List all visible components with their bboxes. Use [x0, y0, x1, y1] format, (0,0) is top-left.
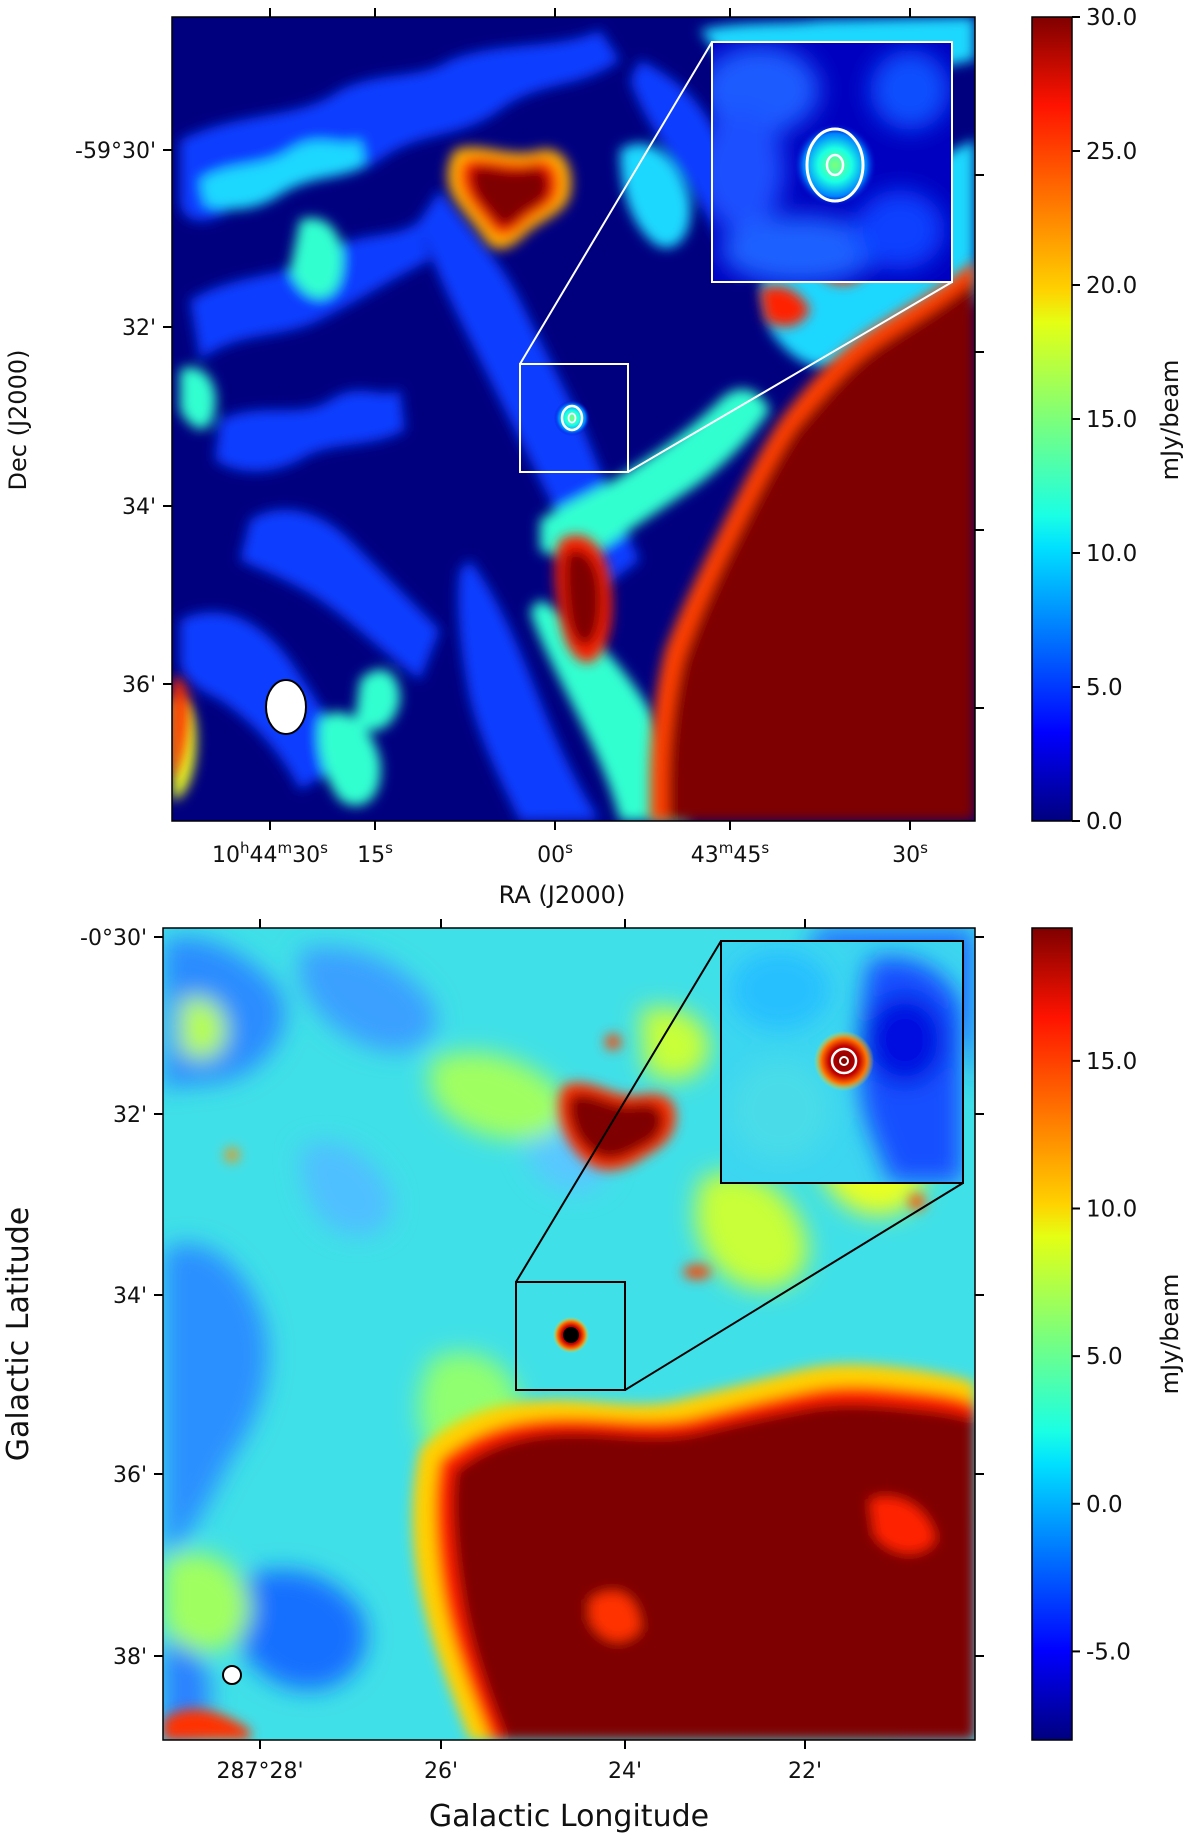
panel-2-y-tick-2: 32' — [113, 1103, 147, 1128]
panel-1-frame — [171, 16, 976, 822]
panel-2-beam-circle — [222, 1665, 242, 1685]
panel-2-y-tick-3: 34' — [113, 1284, 147, 1309]
panel-2-y-tick-4: 36' — [113, 1463, 147, 1488]
panel-1-x-tick-labels: 10h44m30s 15s 00s 43m45s 30s — [212, 839, 928, 868]
panel-2-x-tick-1: 287°28' — [216, 1759, 303, 1784]
panel-2-y-tick-1: -0°30' — [80, 926, 147, 951]
panel-1-x-tick-1: 10h44m30s — [212, 839, 328, 868]
colorbar-tick-label: 5.0 — [1086, 675, 1123, 701]
panel-1-zoom-line-bottom — [627, 281, 953, 473]
panel-2: 287°28' 26' 24' 22' -0°30' 32' 34' 36' 3… — [1, 919, 1184, 1834]
panel-1-x-tick-2: 15s — [357, 839, 393, 868]
panel-1-inset — [711, 41, 953, 283]
panel-1-beam-ellipse — [265, 679, 307, 735]
panel-2-colorbar-ticks: -5.0 0.0 5.0 10.0 15.0 — [1072, 1049, 1137, 1665]
panel-2-ticks — [154, 919, 984, 1749]
panel-2-zoom-box — [515, 1281, 626, 1391]
panel-1-x-tick-3: 00s — [537, 839, 573, 868]
panel-2-frame — [162, 927, 976, 1741]
panel-1-colorbar-label: mJy/beam — [1156, 360, 1184, 481]
colorbar-tick-label: 5.0 — [1086, 1344, 1123, 1370]
panel-1-colorbar: 0.0 5.0 10.0 15.0 20.0 25.0 30.0 mJy/beam — [1031, 5, 1184, 835]
panel-2-x-axis-label: Galactic Longitude — [429, 1799, 709, 1834]
panel-1-ticks — [163, 8, 984, 830]
colorbar-tick-label: -5.0 — [1086, 1639, 1131, 1665]
panel-2-x-tick-3: 24' — [608, 1759, 642, 1784]
panel-1-zoom-box — [519, 363, 629, 473]
panel-2-x-tick-2: 26' — [424, 1759, 458, 1784]
panel-2-zoom-line-top — [515, 940, 722, 1283]
panel-1-y-tick-2: 32' — [122, 316, 156, 341]
colorbar-tick-label: 0.0 — [1086, 809, 1123, 835]
panel-2-x-tick-4: 22' — [788, 1759, 822, 1784]
panel-2-x-tick-labels: 287°28' 26' 24' 22' — [216, 1759, 822, 1784]
panel-2-colorbar: -5.0 0.0 5.0 10.0 15.0 mJy/beam — [1031, 927, 1184, 1741]
panel-1-y-tick-1: -59°30' — [75, 139, 156, 164]
panel-2-colorbar-label: mJy/beam — [1156, 1274, 1184, 1395]
colorbar-tick-label: 15.0 — [1086, 407, 1137, 433]
panel-2-y-axis-label: Galactic Latitude — [1, 1207, 36, 1461]
panel-1-y-tick-4: 36' — [122, 673, 156, 698]
panel-1-x-tick-5: 30s — [892, 839, 928, 868]
panel-2-zoom-line-bottom — [624, 1182, 964, 1391]
colorbar-tick-label: 15.0 — [1086, 1049, 1137, 1075]
colorbar-tick-label: 30.0 — [1086, 5, 1137, 31]
panel-1: 10h44m30s 15s 00s 43m45s 30s -59°30' 32'… — [4, 5, 1184, 909]
panel-2-compact-source — [553, 1317, 589, 1353]
colorbar-tick-label: 20.0 — [1086, 273, 1137, 299]
panel-1-y-tick-3: 34' — [122, 495, 156, 520]
panel-2-inset — [720, 940, 964, 1184]
panel-1-y-axis-label: Dec (J2000) — [4, 350, 32, 491]
panel-2-y-tick-labels: -0°30' 32' 34' 36' 38' — [80, 926, 147, 1670]
panel-1-zoom-line-top — [519, 41, 713, 365]
panel-2-y-tick-5: 38' — [113, 1645, 147, 1670]
panel-1-colorbar-ticks: 0.0 5.0 10.0 15.0 20.0 25.0 30.0 — [1072, 5, 1137, 835]
colorbar-tick-label: 10.0 — [1086, 541, 1137, 567]
panel-1-y-tick-labels: -59°30' 32' 34' 36' — [75, 139, 156, 698]
panel-1-x-axis-label: RA (J2000) — [499, 881, 626, 909]
colorbar-tick-label: 25.0 — [1086, 139, 1137, 165]
panel-1-x-tick-4: 43m45s — [691, 839, 770, 868]
colorbar-tick-label: 0.0 — [1086, 1492, 1123, 1518]
colorbar-tick-label: 10.0 — [1086, 1197, 1137, 1223]
panel-2-image — [163, 928, 975, 1740]
panel-1-compact-source — [554, 400, 590, 436]
